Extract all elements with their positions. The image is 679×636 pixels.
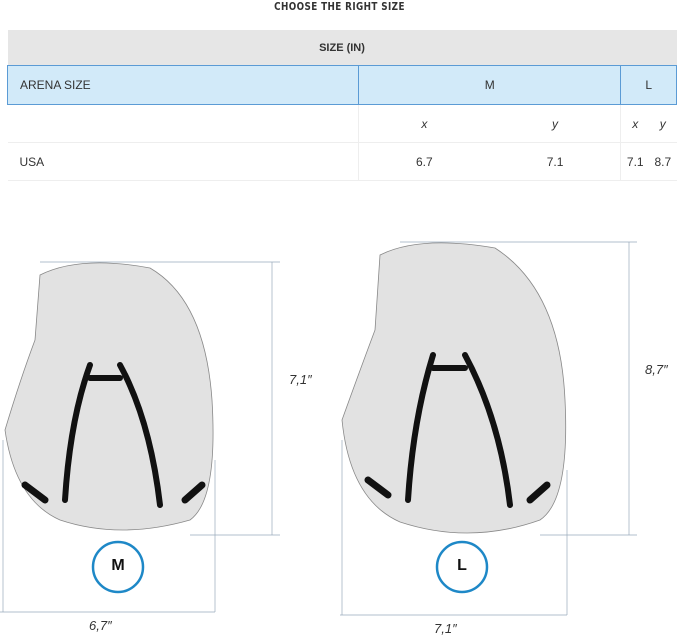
value-l-x: 7.1 [620,142,650,181]
column-arena-size: ARENA SIZE [7,65,359,105]
value-l-y: 8.7 [649,142,677,181]
subheader-l-y: y [649,104,677,143]
size-table: SIZE (IN) ARENA SIZE M L x y x y USA 6.7… [7,30,677,181]
value-m-y: 7.1 [489,142,621,181]
paddle-l-illustration [341,242,567,534]
width-label-l: 7,1″ [434,621,457,636]
subheader-m-x: x [357,104,490,143]
subheader-l-x: x [620,104,650,143]
height-label-m: 7,1″ [289,372,312,387]
table-row: USA 6.7 7.1 7.1 8.7 [7,142,677,181]
dimension-lines-m [0,261,280,613]
height-label-l: 8,7″ [645,362,668,377]
empty-cell [7,104,359,143]
paddle-m-illustration [4,262,214,531]
column-l: L [620,65,677,105]
width-label-m: 6,7″ [89,618,112,633]
dimension-lines-l [340,241,637,616]
size-badge-l: L [457,557,467,574]
chart-title: CHOOSE THE RIGHT SIZE [274,0,405,13]
row-label: USA [7,142,359,181]
table-header: SIZE (IN) [7,30,677,66]
size-badge-m-circle [91,540,145,594]
subheader-m-y: y [489,104,621,143]
column-m: M [357,65,622,105]
size-badge-m: M [111,557,125,574]
value-m-x: 6.7 [357,142,490,181]
size-badge-l-circle [435,540,489,594]
